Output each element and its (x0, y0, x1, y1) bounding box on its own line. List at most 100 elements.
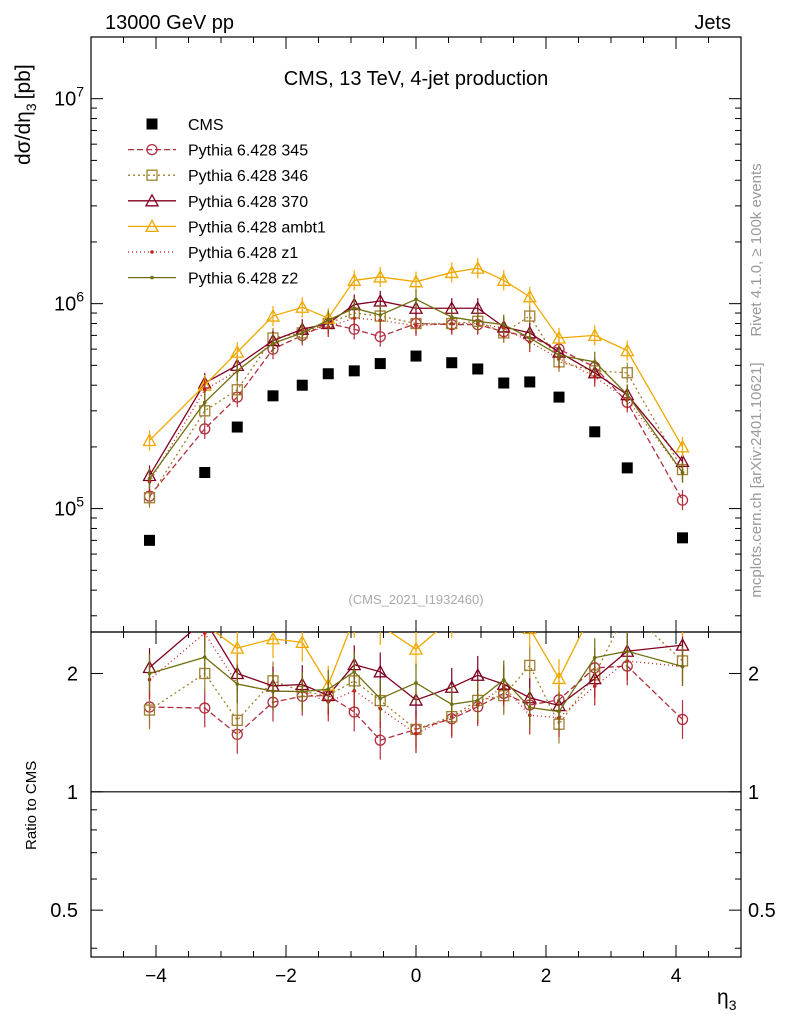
series-5-point (527, 336, 532, 340)
series-5 (147, 289, 685, 489)
cms-data-point (446, 357, 458, 369)
x-axis-label-main: η (717, 986, 729, 1009)
series-3-ratio-point (265, 632, 281, 645)
series-5-ratio-point (475, 698, 480, 703)
series-3-ratio-point (199, 618, 211, 629)
watermark: (CMS_2021_I1932460) (348, 592, 483, 607)
series-4-ratio-point (414, 731, 418, 736)
series-5-ratio-point (147, 671, 152, 676)
series-3 (142, 258, 690, 457)
ratio-y-axis-label: Ratio to CMS (23, 761, 40, 850)
x-tick-label: 0 (411, 966, 422, 987)
legend-label: Pythia 6.428 z2 (188, 271, 298, 288)
series-5-point (300, 331, 305, 335)
series-0-point (676, 494, 689, 506)
cms-data-point (410, 350, 422, 362)
series-5-point (378, 313, 383, 317)
series-1-ratio-point (231, 714, 243, 726)
y-axis-label-unit: [pb] (12, 64, 35, 99)
cms-data-point (231, 421, 243, 433)
legend: CMS Pythia 6.428 345 Pythia 6.428 346 Pythi… (128, 117, 326, 288)
series-5-ratio-point (326, 687, 331, 691)
legend-marker (150, 250, 154, 254)
series-2-ratio-point (199, 614, 211, 625)
mcplots-label: mcplots.cern.ch [arXiv:2401.10621] (748, 362, 765, 597)
series-5-point (235, 369, 240, 373)
series-5-ratio-point (527, 705, 532, 710)
series-4-ratio-point (592, 684, 597, 688)
series-3-ratio-point (677, 611, 689, 622)
series-3-ratio-point (374, 620, 386, 631)
series-3-point (373, 269, 388, 283)
series-3-point (587, 328, 602, 342)
cms-data-point (472, 363, 484, 375)
series-3-point (470, 260, 485, 274)
series-0-point (199, 423, 211, 435)
series-5-point (501, 322, 506, 327)
series-3-ratio-point (348, 612, 360, 623)
y-tick-base: 10 (54, 499, 76, 521)
legend-label: Pythia 6.428 370 (188, 194, 308, 211)
ratio-tick-label: 0.5 (50, 900, 78, 922)
series-4-ratio-point (202, 632, 207, 635)
rivet-label: Rivet 4.1.0, ≥ 100k events (748, 163, 765, 336)
legend-label: Pythia 6.428 345 (188, 143, 308, 160)
series-3-point (408, 274, 424, 288)
y-tick-exp: 6 (76, 289, 84, 305)
series-5-ratio-point (449, 702, 454, 707)
y-tick-label: 107 (54, 84, 84, 111)
series-2-ratio-point (470, 667, 485, 681)
series-5-point (475, 319, 480, 324)
y-tick-base: 10 (54, 294, 76, 316)
cms-data-point (199, 467, 211, 479)
legend-label: Pythia 6.428 z1 (188, 245, 298, 262)
series-0-ratio-point (676, 713, 689, 726)
x-axis-label-sub: 3 (729, 997, 737, 1013)
series-3-ratio-point (446, 613, 458, 624)
series-5-ratio-point (625, 649, 630, 654)
series-1-ratio-point (143, 704, 156, 716)
series-3-ratio-point (621, 561, 633, 572)
series-4-line (148, 317, 684, 483)
header-left: 13000 GeV pp (105, 12, 234, 34)
series-2-ratio-point (373, 664, 388, 678)
series-5-ratio-point (271, 689, 275, 693)
cms-data-point (621, 462, 633, 474)
legend-marker (144, 219, 160, 233)
legend-marker (146, 143, 158, 156)
series-3-point (444, 265, 459, 279)
series-1-point (621, 367, 633, 379)
series-5-point (202, 400, 207, 405)
series-5-point (449, 315, 454, 319)
series-0-ratio-point (199, 702, 211, 714)
cms-data-point (267, 390, 279, 402)
legend-label: Pythia 6.428 ambt1 (188, 219, 326, 236)
y-tick-exp: 5 (76, 494, 84, 510)
series-1-point (143, 492, 156, 504)
cms-data-point (348, 365, 360, 377)
series-3-point (142, 433, 157, 447)
ratio-series-layer (142, 561, 690, 760)
ratio-axis-ticks: −4 −2 0 2 4 0.5 0.5 1 1 2 2 (50, 632, 776, 987)
legend-marker (150, 275, 154, 280)
legend-marker (146, 118, 158, 130)
legend-label: CMS (188, 117, 224, 134)
series-3-ratio-point (230, 640, 245, 654)
series-0-ratio-point (374, 734, 386, 746)
cms-data-point (374, 358, 386, 370)
header-right: Jets (694, 12, 731, 34)
series-2-point (408, 300, 424, 314)
series-4-point (202, 387, 207, 392)
cms-data-point (322, 368, 334, 380)
series-5-point (326, 318, 331, 323)
cms-data-point (144, 534, 155, 546)
series-3-point (265, 308, 281, 322)
series-5-ratio-point (202, 655, 207, 660)
series-5-point (352, 306, 357, 311)
chart-title: CMS, 13 TeV, 4-jet production (284, 68, 549, 90)
legend-marker (146, 169, 158, 181)
series-5-ratio-point (501, 678, 506, 682)
series-5-point (625, 392, 630, 397)
legend-label: Pythia 6.428 346 (188, 168, 308, 185)
